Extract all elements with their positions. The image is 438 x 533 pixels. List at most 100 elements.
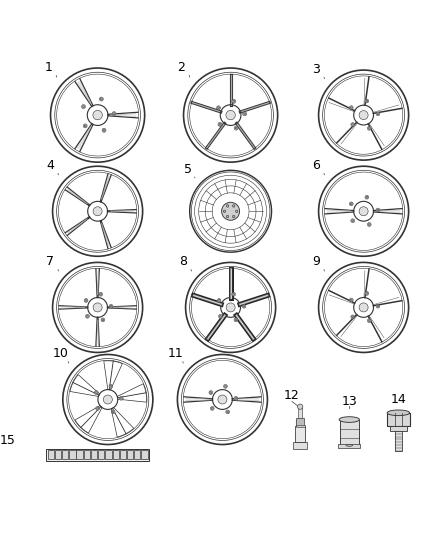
Circle shape <box>233 205 235 207</box>
Circle shape <box>85 300 87 302</box>
Bar <box>295 426 305 442</box>
Text: 12: 12 <box>284 389 300 402</box>
Circle shape <box>235 397 237 399</box>
Circle shape <box>359 110 368 119</box>
Bar <box>387 413 410 426</box>
Text: 5: 5 <box>184 163 192 176</box>
Circle shape <box>99 293 102 296</box>
Circle shape <box>377 305 379 307</box>
Text: 1: 1 <box>44 61 52 74</box>
Circle shape <box>112 112 116 116</box>
Circle shape <box>376 304 380 308</box>
Circle shape <box>100 98 102 100</box>
Circle shape <box>366 100 368 102</box>
Circle shape <box>219 123 221 125</box>
Circle shape <box>234 397 238 400</box>
Circle shape <box>217 298 221 302</box>
Circle shape <box>84 298 88 302</box>
Circle shape <box>210 392 212 393</box>
Bar <box>297 418 304 426</box>
Text: 6: 6 <box>312 159 320 172</box>
Text: 7: 7 <box>46 255 54 268</box>
Circle shape <box>223 210 226 213</box>
Circle shape <box>102 128 106 132</box>
Circle shape <box>94 391 98 394</box>
Circle shape <box>359 207 368 216</box>
Ellipse shape <box>346 445 353 446</box>
Circle shape <box>350 106 353 110</box>
Circle shape <box>219 314 223 318</box>
Circle shape <box>352 316 354 318</box>
Circle shape <box>209 391 213 394</box>
Circle shape <box>236 210 238 213</box>
Bar <box>91 450 97 459</box>
Circle shape <box>352 124 354 126</box>
Circle shape <box>365 195 369 199</box>
Circle shape <box>367 223 371 227</box>
Circle shape <box>81 104 85 109</box>
Circle shape <box>243 305 245 307</box>
Circle shape <box>218 300 220 302</box>
Circle shape <box>350 107 352 109</box>
Circle shape <box>365 292 369 295</box>
Circle shape <box>218 123 222 126</box>
Bar <box>293 442 307 449</box>
Circle shape <box>223 384 227 388</box>
Circle shape <box>97 407 99 409</box>
Circle shape <box>83 124 87 128</box>
Circle shape <box>235 319 237 321</box>
Bar <box>55 450 61 459</box>
Bar <box>98 450 104 459</box>
Circle shape <box>350 298 353 302</box>
Text: 15: 15 <box>0 433 15 447</box>
Text: 9: 9 <box>312 255 320 268</box>
Bar <box>120 450 126 459</box>
Bar <box>390 426 407 431</box>
Circle shape <box>243 112 247 116</box>
Circle shape <box>368 223 370 225</box>
Text: 2: 2 <box>177 61 185 74</box>
Circle shape <box>93 303 102 312</box>
Circle shape <box>103 395 112 404</box>
Circle shape <box>227 411 229 413</box>
Circle shape <box>99 97 103 101</box>
Circle shape <box>234 318 238 322</box>
Text: 3: 3 <box>312 63 320 76</box>
Circle shape <box>351 315 355 319</box>
Circle shape <box>226 215 229 218</box>
Circle shape <box>350 202 353 206</box>
Circle shape <box>218 395 227 404</box>
Circle shape <box>367 319 371 322</box>
Circle shape <box>86 316 88 317</box>
Circle shape <box>368 127 370 130</box>
Circle shape <box>367 126 371 130</box>
Bar <box>48 450 54 459</box>
Circle shape <box>359 303 368 312</box>
Circle shape <box>366 196 368 198</box>
Bar <box>141 450 148 459</box>
Circle shape <box>297 404 303 409</box>
Circle shape <box>120 397 123 400</box>
Circle shape <box>111 410 115 414</box>
Circle shape <box>93 110 102 120</box>
Circle shape <box>120 397 122 399</box>
Circle shape <box>101 318 105 322</box>
Bar <box>113 450 119 459</box>
Circle shape <box>219 316 221 317</box>
Bar <box>296 425 305 427</box>
Circle shape <box>226 303 235 312</box>
Text: 8: 8 <box>179 255 187 268</box>
Circle shape <box>376 208 380 212</box>
Bar <box>69 450 75 459</box>
Circle shape <box>84 125 86 127</box>
Bar <box>395 431 402 451</box>
Circle shape <box>232 293 236 296</box>
Circle shape <box>368 320 370 322</box>
Circle shape <box>232 99 236 103</box>
Bar <box>77 450 83 459</box>
Circle shape <box>351 219 355 223</box>
Circle shape <box>233 215 235 218</box>
Circle shape <box>82 106 85 108</box>
Circle shape <box>242 304 246 308</box>
Bar <box>46 449 149 461</box>
